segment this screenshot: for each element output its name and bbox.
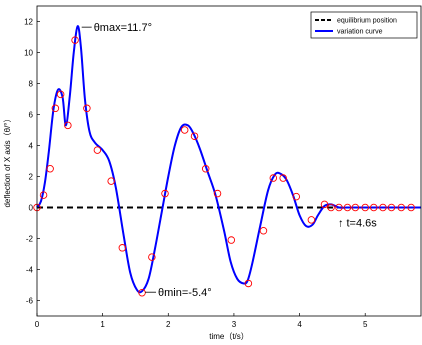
data-point-marker bbox=[397, 203, 406, 212]
y-tick-label: 6 bbox=[29, 111, 34, 120]
data-point-marker bbox=[343, 203, 352, 212]
data-point-marker bbox=[244, 279, 253, 288]
data-point-marker bbox=[46, 164, 54, 173]
data-point-marker bbox=[161, 189, 169, 198]
data-point-marker bbox=[259, 226, 268, 235]
legend-label-equilibrium: equilibrium position bbox=[337, 18, 397, 25]
data-point-marker bbox=[407, 203, 415, 212]
data-point-marker bbox=[190, 132, 199, 140]
x-tick-label: 0 bbox=[35, 320, 40, 329]
data-point-marker bbox=[379, 203, 387, 212]
data-point-marker bbox=[148, 253, 156, 261]
plot-frame bbox=[36, 5, 422, 317]
y-tick-label: -4 bbox=[26, 266, 34, 275]
annotation-theta-min: θmin=-5.4° bbox=[158, 287, 212, 299]
data-point-marker bbox=[361, 203, 369, 212]
data-point-marker bbox=[269, 174, 278, 182]
y-tick-label: 0 bbox=[29, 204, 34, 213]
data-point-marker bbox=[320, 200, 329, 209]
y-tick-label: 8 bbox=[29, 80, 34, 89]
variation-curve-line bbox=[36, 25, 421, 294]
data-point-marker bbox=[387, 203, 396, 212]
data-point-marker bbox=[138, 289, 146, 297]
data-point-marker bbox=[335, 203, 343, 212]
data-point-marker bbox=[107, 177, 115, 185]
data-point-marker bbox=[351, 203, 360, 212]
y-tick-label: -2 bbox=[26, 235, 34, 244]
annotation-layer: θmax=11.7° θmin=-5.4° ↑ t=4.6s bbox=[81, 22, 377, 299]
plot-layer bbox=[33, 25, 421, 297]
data-point-marker bbox=[213, 189, 222, 198]
data-point-marker bbox=[64, 121, 72, 130]
legend-label-variation: variation curve bbox=[337, 29, 383, 36]
y-tick-label: 4 bbox=[29, 142, 34, 151]
legend: equilibrium position variation curve bbox=[310, 11, 418, 39]
x-axis-title: time（t/s） bbox=[209, 332, 249, 341]
data-point-marker bbox=[180, 126, 189, 134]
data-point-marker bbox=[118, 244, 127, 252]
data-point-marker bbox=[39, 191, 48, 199]
y-tick-label: -6 bbox=[26, 297, 34, 306]
annotation-settle-time: ↑ t=4.6s bbox=[338, 218, 377, 230]
data-point-marker bbox=[56, 90, 65, 99]
x-tick-label: 3 bbox=[232, 320, 237, 329]
annotation-theta-max: θmax=11.7° bbox=[94, 22, 152, 34]
data-point-marker bbox=[307, 216, 316, 224]
y-tick-label: 12 bbox=[24, 18, 33, 27]
data-point-marker bbox=[83, 104, 91, 113]
data-point-marker bbox=[227, 236, 236, 244]
data-point-marker bbox=[279, 174, 287, 182]
x-tick-label: 5 bbox=[363, 320, 368, 329]
legend-box bbox=[310, 11, 418, 39]
data-point-marker bbox=[51, 104, 60, 113]
x-tick-label: 4 bbox=[297, 320, 302, 329]
data-point-marker bbox=[292, 192, 301, 201]
x-tick-label: 2 bbox=[166, 320, 171, 329]
data-point-marker bbox=[93, 146, 102, 154]
x-tick-label: 1 bbox=[100, 320, 105, 329]
data-point-marker bbox=[71, 36, 79, 44]
data-point-marker bbox=[327, 203, 335, 212]
data-point-marker bbox=[369, 203, 378, 212]
y-tick-label: 2 bbox=[29, 173, 34, 182]
y-axis-title: deflection of X axis（θ/°） bbox=[3, 114, 12, 207]
y-tick-label: 10 bbox=[24, 49, 33, 58]
data-point-marker bbox=[201, 164, 210, 173]
